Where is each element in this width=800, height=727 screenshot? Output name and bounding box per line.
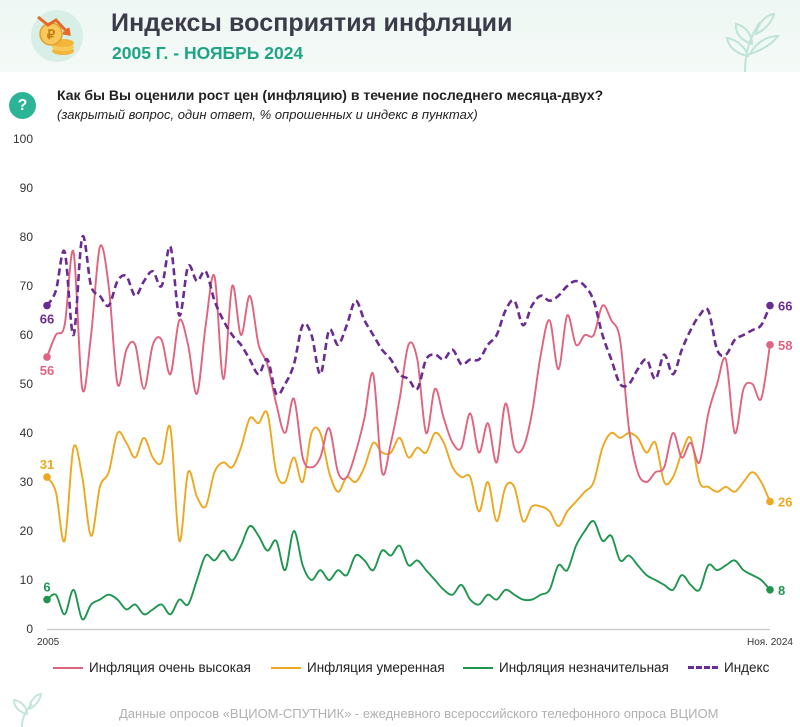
data-label-very_high-end: 58 — [778, 338, 792, 353]
data-label-index-end: 66 — [778, 299, 792, 314]
endpoint-marker-index-start — [43, 301, 51, 310]
x-axis-end-label: Ноя. 2024 — [747, 637, 793, 648]
series-line-very_high — [46, 244, 771, 483]
endpoint-marker-very_high-end — [766, 341, 774, 349]
series-line-moderate — [46, 410, 771, 543]
series-line-insignificant — [46, 520, 771, 621]
x-axis-start-label: 2005 — [37, 637, 60, 648]
y-tick-label: 80 — [20, 230, 34, 244]
question-text: Как бы Вы оценили рост цен (инфляцию) в … — [57, 87, 604, 103]
inflation-chart: 0 10 20 30 40 50 60 70 80 90 100 2005 Ноя. 2024 6 8… — [13, 132, 793, 648]
data-label-moderate-end: 26 — [778, 495, 792, 510]
y-tick-label: 30 — [20, 475, 34, 489]
data-label-insignificant-start: 6 — [43, 580, 50, 595]
endpoint-marker-insignificant-end — [766, 586, 774, 594]
y-tick-label: 20 — [20, 524, 34, 538]
footer-source: Данные опросов «ВЦИОМ-СПУТНИК» - ежеднев… — [119, 706, 719, 721]
y-tick-label: 40 — [20, 426, 34, 440]
leaf-decoration-icon — [12, 692, 43, 727]
endpoint-marker-moderate-end — [766, 497, 774, 506]
series-layer — [45, 234, 772, 621]
legend-swatch-moderate — [271, 666, 301, 669]
legend-swatch-insignificant — [463, 666, 493, 669]
endpoint-marker-index-end — [766, 301, 774, 310]
inflation-coins-icon: ₽ — [31, 10, 83, 62]
question-note: (закрытый вопрос, один ответ, % опрошенн… — [57, 107, 478, 122]
y-tick-label: 70 — [20, 279, 34, 293]
data-label-moderate-start: 31 — [40, 457, 54, 472]
legend-item-index: Индекс — [688, 660, 769, 675]
legend-swatch-very-high — [53, 666, 83, 669]
page-subtitle: 2005 Г. - НОЯБРЬ 2024 — [112, 43, 304, 63]
endpoint-marker-very_high-start — [43, 353, 51, 361]
y-axis: 0 10 20 30 40 50 60 70 80 90 100 — [13, 132, 33, 636]
header-banner: ₽ Индексы восприятия инфляции 2005 Г. - … — [0, 0, 800, 72]
legend-item-moderate: Инфляция умеренная — [271, 660, 445, 675]
legend-label-very-high: Инфляция очень высокая — [89, 660, 251, 675]
legend-item-very-high: Инфляция очень высокая — [53, 660, 251, 675]
y-tick-label: 100 — [13, 132, 33, 146]
endpoint-marker-insignificant-start — [43, 595, 51, 604]
svg-text:₽: ₽ — [47, 27, 56, 42]
y-tick-label: 0 — [26, 622, 33, 636]
legend-label-moderate: Инфляция умеренная — [307, 660, 445, 675]
legend-item-insignificant: Инфляция незначительная — [463, 660, 669, 675]
series-line-index — [45, 234, 772, 397]
question-icon: ? — [9, 92, 36, 119]
leaf-decoration-icon — [725, 12, 781, 72]
data-label-insignificant-end: 8 — [778, 583, 785, 598]
legend-label-insignificant: Инфляция незначительная — [499, 660, 669, 675]
legend-swatch-index — [688, 666, 718, 669]
labels-layer: 6 8 31 26 56 58 66 66 — [40, 299, 792, 604]
data-label-very_high-start: 56 — [40, 363, 54, 378]
legend: Инфляция очень высокая Инфляция умеренна… — [0, 660, 800, 680]
y-tick-label: 60 — [20, 328, 34, 342]
legend-label-index: Индекс — [724, 660, 770, 675]
y-tick-label: 50 — [20, 377, 34, 391]
page-title: Индексы восприятия инфляции — [111, 9, 513, 37]
y-tick-label: 90 — [20, 181, 34, 195]
y-tick-label: 10 — [20, 573, 34, 587]
data-label-index-start: 66 — [40, 312, 54, 327]
endpoint-marker-moderate-start — [43, 473, 51, 481]
